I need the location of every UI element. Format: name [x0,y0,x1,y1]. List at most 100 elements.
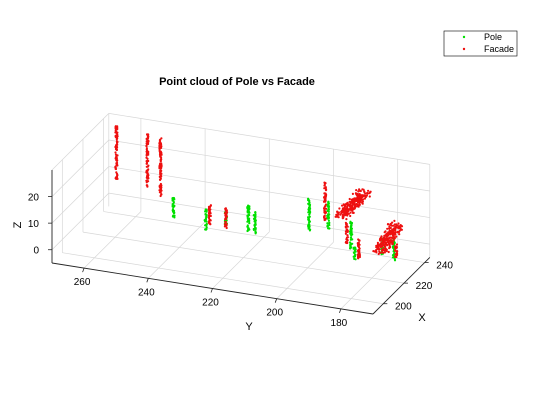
facade-point [325,207,328,210]
facade-point [346,230,349,233]
facade-point [341,207,345,210]
pole-point [253,223,256,226]
facade-point [343,205,346,208]
facade-point [158,149,161,152]
facade-point [346,234,349,237]
facade-point [369,190,372,193]
pole-point [171,198,174,201]
facade-point [379,244,382,247]
facade-point [145,137,148,140]
grid-line [148,221,206,279]
facade-point [394,245,397,248]
facade-point [391,236,394,239]
pole-point [246,220,249,223]
pole-point [246,211,249,214]
x-tick-label: 220 [416,281,433,292]
facade-point [160,186,163,189]
facade-point [160,151,163,154]
facade-point [341,217,344,220]
facade-point [349,214,352,218]
pole-point [248,207,251,210]
facade-point [324,203,327,206]
y-tick-label: 220 [202,298,219,309]
facade-point [348,204,351,208]
grid-line [108,166,430,218]
facade-point [353,201,356,204]
facade-point [324,200,327,203]
facade-point [358,254,361,257]
facade-point [388,239,391,242]
facade-point [394,228,397,231]
pole-point [308,206,311,209]
pole-point [307,216,310,219]
facade-point [145,142,148,145]
facade-point [356,242,359,245]
facade-point [386,227,389,230]
facade-point [114,153,118,156]
pole-point [205,223,208,226]
facade-point [159,162,162,165]
facade-point [324,211,327,214]
y-tick [210,288,213,293]
facade-point [323,184,326,187]
pole-point [254,228,257,231]
facade-point [323,215,326,218]
pole-point [172,209,175,213]
facade-point [392,239,395,242]
facade-point [346,238,349,241]
facade-point [115,159,118,162]
pole-point [248,205,251,208]
facade-point [209,204,212,207]
pole-point [308,213,311,216]
facade-point [392,229,395,232]
facade-point [359,189,362,193]
facade-point [147,164,150,167]
grid-line [212,231,270,289]
facade-point [387,227,391,230]
pole-point [326,224,329,227]
facade-point [147,180,150,183]
facade-point [392,234,395,237]
legend: Pole Facade [443,30,518,57]
facade-point [209,219,212,222]
facade-point [323,218,327,221]
y-tick [339,308,342,314]
facade-point [395,250,398,253]
facade-point [146,169,149,172]
facade-point [394,226,398,229]
facade-point [324,186,327,189]
facade-point [115,141,119,145]
facade-point [387,238,390,241]
pole-point [391,245,394,248]
facade-point [380,235,383,238]
facade-point [375,248,378,252]
facade-point [387,250,390,254]
pole-point [254,231,257,234]
pole-point [204,217,207,220]
pole-point [247,227,250,230]
facade-point [146,157,149,160]
facade-point [380,242,383,245]
pole-point [349,225,352,228]
facade-point [324,192,327,195]
facade-point [115,134,118,137]
facade-point [341,214,344,217]
facade-point [381,239,384,243]
legend-pole-label: Pole [484,32,502,42]
pole-point [307,218,310,221]
facade-point [334,215,337,218]
facade-point [395,224,399,227]
pole-point [327,202,330,205]
facade-point [391,221,394,224]
facade-point [384,238,388,241]
facade-point [115,140,118,143]
facade-point [396,231,399,234]
facade-point [399,224,402,227]
facade-point [338,207,341,210]
facade-point [394,249,397,252]
pole-point [307,199,310,202]
facade-point [336,213,339,217]
facade-point [208,210,211,213]
facade-point [145,147,148,150]
facade-point [207,206,211,210]
